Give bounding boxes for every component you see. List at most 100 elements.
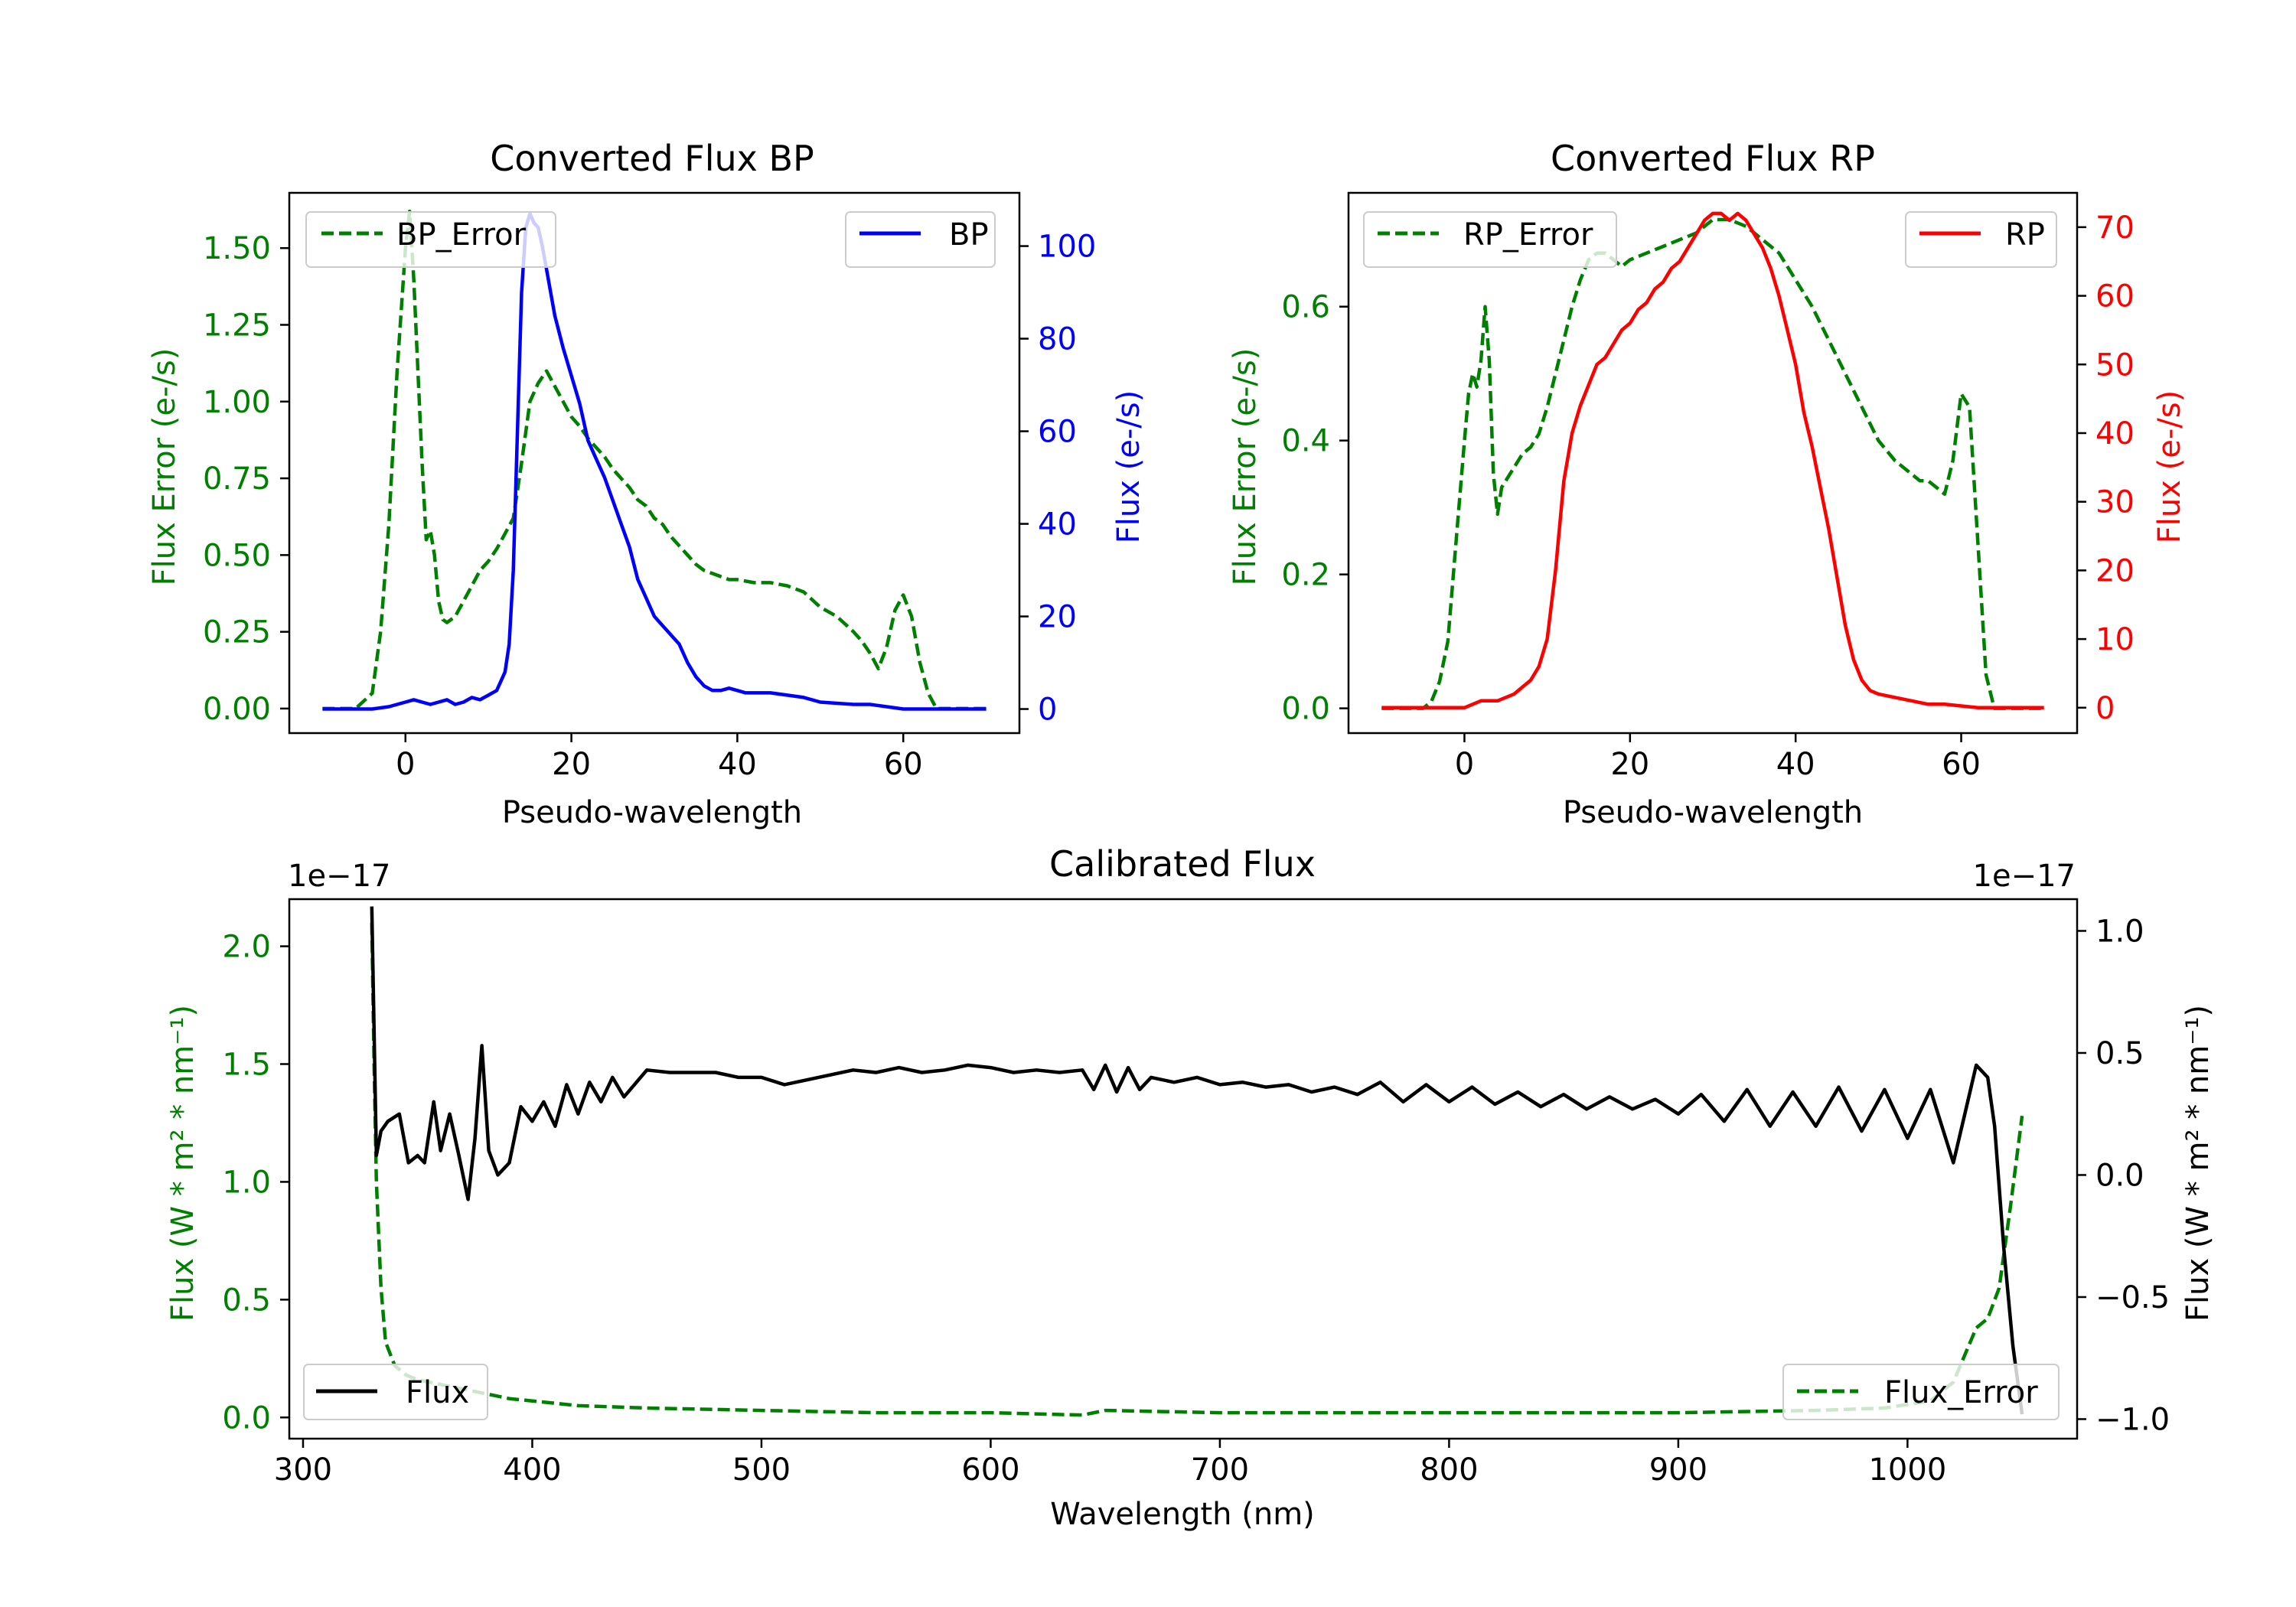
x-tick-label: 0 — [1455, 747, 1474, 782]
y-tick-label-left: 0.2 — [1281, 558, 1330, 593]
x-tick-label: 20 — [552, 747, 591, 782]
x-tick-label: 60 — [884, 747, 923, 782]
y-tick-label-right: 70 — [2095, 210, 2135, 246]
legend-box — [305, 211, 556, 268]
y-tick-label-left: 1.25 — [203, 308, 271, 343]
y-tick-label-right: 60 — [1038, 415, 1077, 450]
bp-y-axis-label-right: Flux (e-/s) — [1111, 390, 1146, 543]
y-tick-label-right: 40 — [1038, 507, 1077, 543]
y-tick-label-right: 100 — [1038, 230, 1096, 265]
legend-box — [1905, 211, 2057, 268]
y-tick-label-right: −0.5 — [2095, 1280, 2170, 1315]
rp-x-ticks: 0 20 40 60 — [1455, 733, 1981, 782]
calibrated-y-ticks-right: −1.0 −0.5 0.0 0.5 1.0 — [2077, 914, 2170, 1437]
y-tick-label-left: 2.0 — [222, 930, 271, 965]
x-tick-label: 0 — [396, 747, 415, 782]
bp-plot-area — [288, 191, 1021, 735]
series-line-rp — [1381, 211, 2044, 710]
y-tick-label-left: 0.6 — [1281, 290, 1330, 325]
bp-legend-error: BP_Error — [305, 211, 556, 268]
bp-y-ticks-right: 0 20 40 60 80 100 — [1019, 230, 1096, 728]
y-tick-label-right: 20 — [1038, 600, 1077, 635]
y-tick-label-left: 0.4 — [1281, 424, 1330, 459]
x-tick-label: 700 — [1191, 1452, 1249, 1488]
rp-x-axis-label: Pseudo-wavelength — [1563, 795, 1863, 830]
y-tick-label-right: 0 — [2095, 691, 2115, 726]
y-tick-label-left: 0.0 — [222, 1400, 271, 1436]
rp-legend-error-label: RP_Error — [1463, 217, 1593, 253]
y-tick-label-right: 30 — [2095, 485, 2135, 520]
y-tick-label-left: 1.0 — [222, 1165, 271, 1200]
calibrated-legend-error-label: Flux_Error — [1884, 1375, 2038, 1410]
series-line-flux — [370, 906, 2024, 1415]
y-tick-label-left: 1.5 — [222, 1048, 271, 1083]
x-tick-label: 300 — [274, 1452, 332, 1488]
x-tick-label: 400 — [503, 1452, 561, 1488]
legend-box — [1363, 211, 1617, 268]
bp-legend-error-label: BP_Error — [396, 217, 527, 253]
series-line-bp — [322, 211, 987, 711]
y-tick-label-left: 1.00 — [203, 385, 271, 420]
series-line-bp-error — [322, 209, 987, 711]
y-tick-label-right: −1.0 — [2095, 1402, 2170, 1437]
y-tick-label-left: 0.50 — [203, 538, 271, 573]
y-tick-label-left: 1.50 — [203, 231, 271, 266]
legend-box — [1782, 1364, 2060, 1420]
calibrated-y-axis-label-right: Flux (W * m² * nm⁻¹) — [2180, 1005, 2216, 1322]
calibrated-legend-flux-label: Flux — [406, 1375, 469, 1410]
y-tick-label-right: 20 — [2095, 553, 2135, 588]
y-tick-label-right: 0 — [1038, 693, 1057, 728]
x-tick-label: 800 — [1420, 1452, 1478, 1488]
y-tick-label-left: 0.25 — [203, 615, 271, 650]
x-tick-label: 600 — [961, 1452, 1019, 1488]
calibrated-offset-left: 1e−17 — [288, 859, 390, 894]
y-tick-label-left: 0.00 — [203, 692, 271, 727]
y-tick-label-right: 50 — [2095, 347, 2135, 383]
bp-y-ticks-left: 0.00 0.25 0.50 0.75 1.00 1.25 1.50 — [203, 231, 289, 727]
rp-legend-error: RP_Error — [1363, 211, 1617, 268]
calibrated-legend-error: Flux_Error — [1782, 1364, 2060, 1420]
calibrated-x-ticks: 300 400 500 600 700 800 900 1000 — [274, 1439, 1946, 1488]
y-tick-label-right: 0.5 — [2095, 1036, 2144, 1071]
y-tick-label-right: 1.0 — [2095, 914, 2144, 949]
calibrated-y-ticks-left: 0.0 0.5 1.0 1.5 2.0 — [222, 930, 289, 1436]
rp-legend-flux: RP — [1905, 211, 2057, 268]
bp-legend-flux-label: BP — [949, 217, 989, 253]
rp-y-axis-label-right: Flux (e-/s) — [2152, 390, 2187, 543]
rp-y-axis-label-left: Flux Error (e-/s) — [1228, 348, 1263, 586]
bp-x-ticks: 0 20 40 60 — [396, 733, 923, 782]
plot-frame — [1347, 191, 2079, 735]
legend-box — [303, 1364, 488, 1420]
rp-plot-area — [1347, 191, 2079, 735]
x-tick-label: 1000 — [1868, 1452, 1946, 1488]
y-tick-label-right: 60 — [2095, 279, 2135, 315]
bp-title: Converted Flux BP — [490, 138, 814, 179]
y-tick-label-left: 0.5 — [222, 1283, 271, 1318]
plot-frame — [288, 191, 1021, 735]
calibrated-offset-right: 1e−17 — [1973, 859, 2076, 894]
bp-y-axis-label-left: Flux Error (e-/s) — [147, 348, 182, 586]
x-tick-label: 20 — [1610, 747, 1649, 782]
rp-title: Converted Flux RP — [1551, 138, 1875, 179]
rp-legend-flux-label: RP — [2005, 217, 2045, 253]
plot-frame — [288, 898, 2079, 1440]
panel-calibrated: Calibrated Flux 1e−17 1e−17 300 400 500 600… — [165, 843, 2216, 1532]
y-tick-label-left: 0.0 — [1281, 692, 1330, 727]
calibrated-legend-flux: Flux — [303, 1364, 488, 1420]
x-tick-label: 40 — [718, 747, 757, 782]
rp-y-ticks-left: 0.0 0.2 0.4 0.6 — [1281, 290, 1349, 727]
calibrated-x-axis-label: Wavelength (nm) — [1050, 1497, 1315, 1532]
y-tick-label-right: 10 — [2095, 622, 2135, 657]
series-line-rp-error — [1381, 217, 2044, 710]
y-tick-label-right: 80 — [1038, 322, 1077, 357]
x-tick-label: 40 — [1776, 747, 1815, 782]
y-tick-label-left: 0.75 — [203, 461, 271, 497]
panel-rp: Converted Flux RP 0 20 40 60 0.0 0.2 0.4 0.6 0… — [1228, 138, 2187, 830]
y-tick-label-right: 40 — [2095, 416, 2135, 451]
panel-bp: Converted Flux BP 0 20 40 60 0.000.250.500.… — [147, 138, 1146, 830]
calibrated-y-axis-label-left: Flux (W * m² * nm⁻¹) — [165, 1005, 201, 1322]
bp-x-axis-label: Pseudo-wavelength — [502, 795, 802, 830]
x-tick-label: 900 — [1649, 1452, 1707, 1488]
x-tick-label: 500 — [732, 1452, 791, 1488]
